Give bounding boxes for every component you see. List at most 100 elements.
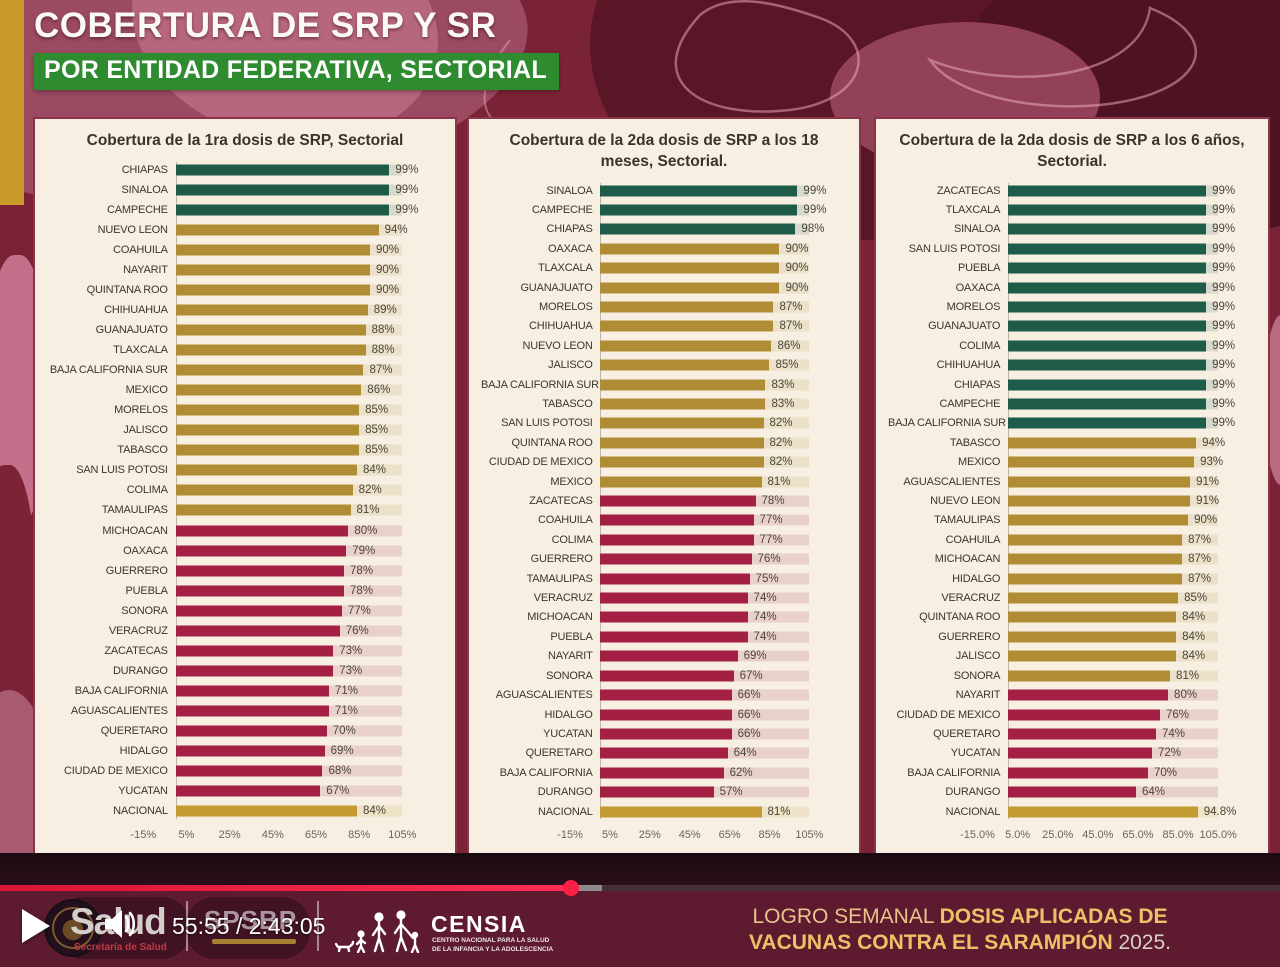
value-label: 81% <box>767 475 791 488</box>
chart-row: CAMPECHE 99% <box>888 394 1256 413</box>
logro-bold-text2: VACUNAS CONTRA EL SARAMPIÓN <box>748 930 1113 954</box>
value-bar <box>175 464 357 476</box>
state-label: CAMPECHE <box>939 398 1001 411</box>
value-bar <box>599 689 732 701</box>
chart-row: COAHUILA 90% <box>47 240 443 260</box>
chart-row: NACIONAL 84% <box>47 801 443 821</box>
state-label: CHIHUAHUA <box>529 320 593 333</box>
state-label: NACIONAL <box>537 805 593 818</box>
state-label: NACIONAL <box>113 804 168 817</box>
state-label: YUCATAN <box>543 727 593 740</box>
state-label: TLAXCALA <box>945 203 1001 216</box>
chart-row: QUERETARO 70% <box>47 721 443 741</box>
value-label: 70% <box>332 724 356 737</box>
chart-row: CHIAPAS 99% <box>47 160 443 180</box>
left-gold-strip <box>0 0 24 205</box>
chart-row: BAJA CALIFORNIA SUR 83% <box>481 375 847 394</box>
playback-time: 55:55 / 2:43:05 <box>172 913 326 939</box>
value-label: 69% <box>330 744 354 757</box>
value-label: 74% <box>753 630 777 643</box>
value-label: 71% <box>334 684 358 697</box>
chart-row: SONORA 81% <box>888 666 1256 685</box>
state-label: MORELOS <box>539 300 593 313</box>
state-label: MEXICO <box>958 456 1001 469</box>
chart-row: OAXACA 90% <box>481 239 847 258</box>
value-label: 77% <box>759 514 783 527</box>
state-label: AGUASCALIENTES <box>903 475 1001 488</box>
chart-row: JALISCO 85% <box>47 420 443 440</box>
value-label: 81% <box>356 504 380 517</box>
chart-row: MICHOACAN 74% <box>481 608 847 627</box>
x-axis-ticks: -15% 5% 25% 45% 65% 85% 105% <box>481 823 847 847</box>
value-label: 93% <box>1200 456 1224 469</box>
value-bar <box>1007 786 1136 798</box>
value-label: 98% <box>801 223 825 236</box>
value-bar <box>1007 301 1207 313</box>
chart-row: PUEBLA 74% <box>481 627 847 646</box>
state-label: CHIAPAS <box>954 378 1001 391</box>
state-label: AGUASCALIENTES <box>70 704 168 717</box>
value-label: 80% <box>1174 689 1198 702</box>
state-label: NUEVO LEON <box>522 339 593 352</box>
value-label: 73% <box>339 664 363 677</box>
state-label: VERACRUZ <box>533 592 593 605</box>
state-label: DURANGO <box>112 664 168 677</box>
value-bar <box>1007 185 1207 197</box>
value-bar <box>599 456 764 468</box>
value-label: 94% <box>384 224 408 237</box>
value-label: 76% <box>345 624 369 637</box>
progress-played <box>0 885 571 891</box>
chart-row: JALISCO 85% <box>481 356 847 375</box>
value-label: 99% <box>395 163 419 176</box>
value-bar <box>599 398 766 410</box>
chart-row: MORELOS 87% <box>481 297 847 316</box>
value-label: 75% <box>755 572 779 585</box>
chart-row: CIUDAD DE MEXICO 68% <box>47 761 443 781</box>
value-bar <box>175 785 321 797</box>
slide-bottom-band <box>0 853 1280 885</box>
chart-row: VERACRUZ 76% <box>47 621 443 641</box>
value-bar <box>1007 398 1207 410</box>
value-bar <box>599 359 770 371</box>
chart-row: HIDALGO 87% <box>888 569 1256 588</box>
value-label: 78% <box>350 564 374 577</box>
chart-rows: ZACATECAS 99% TLAXCALA 99% SINALOA 99% SAN LUI… <box>888 181 1256 821</box>
value-bar <box>175 304 368 316</box>
value-label: 62% <box>729 766 753 779</box>
value-bar <box>599 495 756 507</box>
volume-icon[interactable] <box>103 908 141 945</box>
value-label: 82% <box>769 436 793 449</box>
value-bar <box>175 585 345 597</box>
progress-playhead[interactable] <box>562 880 579 896</box>
value-label: 85% <box>1184 592 1208 605</box>
chart-row: PUEBLA 78% <box>47 581 443 601</box>
chart-row: OAXACA 79% <box>47 541 443 561</box>
value-bar <box>175 805 357 817</box>
chart-row: NACIONAL 81% <box>481 802 847 821</box>
value-bar <box>175 164 390 176</box>
value-bar <box>599 631 748 643</box>
chart-row: MORELOS 99% <box>888 297 1256 316</box>
value-bar <box>1007 650 1177 662</box>
chart-row: QUERETARO 64% <box>481 744 847 763</box>
chart-row: CIUDAD DE MEXICO 76% <box>888 705 1256 724</box>
value-label: 91% <box>1196 475 1220 488</box>
state-label: CAMPECHE <box>107 204 168 216</box>
video-progress-bar[interactable] <box>0 880 1280 896</box>
state-label: OAXACA <box>547 242 593 255</box>
chart-row: NUEVO LEON 86% <box>481 336 847 355</box>
value-label: 69% <box>743 650 767 663</box>
progress-track[interactable] <box>0 885 1280 891</box>
state-label: JALISCO <box>955 650 1001 663</box>
chart-row: GUANAJUATO 90% <box>481 278 847 297</box>
value-label: 68% <box>328 764 352 777</box>
chart-row: BAJA CALIFORNIA 71% <box>47 681 443 701</box>
value-bar <box>1007 514 1189 526</box>
value-bar <box>175 344 366 356</box>
play-icon[interactable] <box>22 909 50 943</box>
value-label: 81% <box>767 805 791 818</box>
state-label: COLIMA <box>551 533 593 546</box>
chart-row: GUERRERO 84% <box>888 627 1256 646</box>
state-label: GUERRERO <box>530 553 593 566</box>
chart-row: TABASCO 85% <box>47 440 443 460</box>
